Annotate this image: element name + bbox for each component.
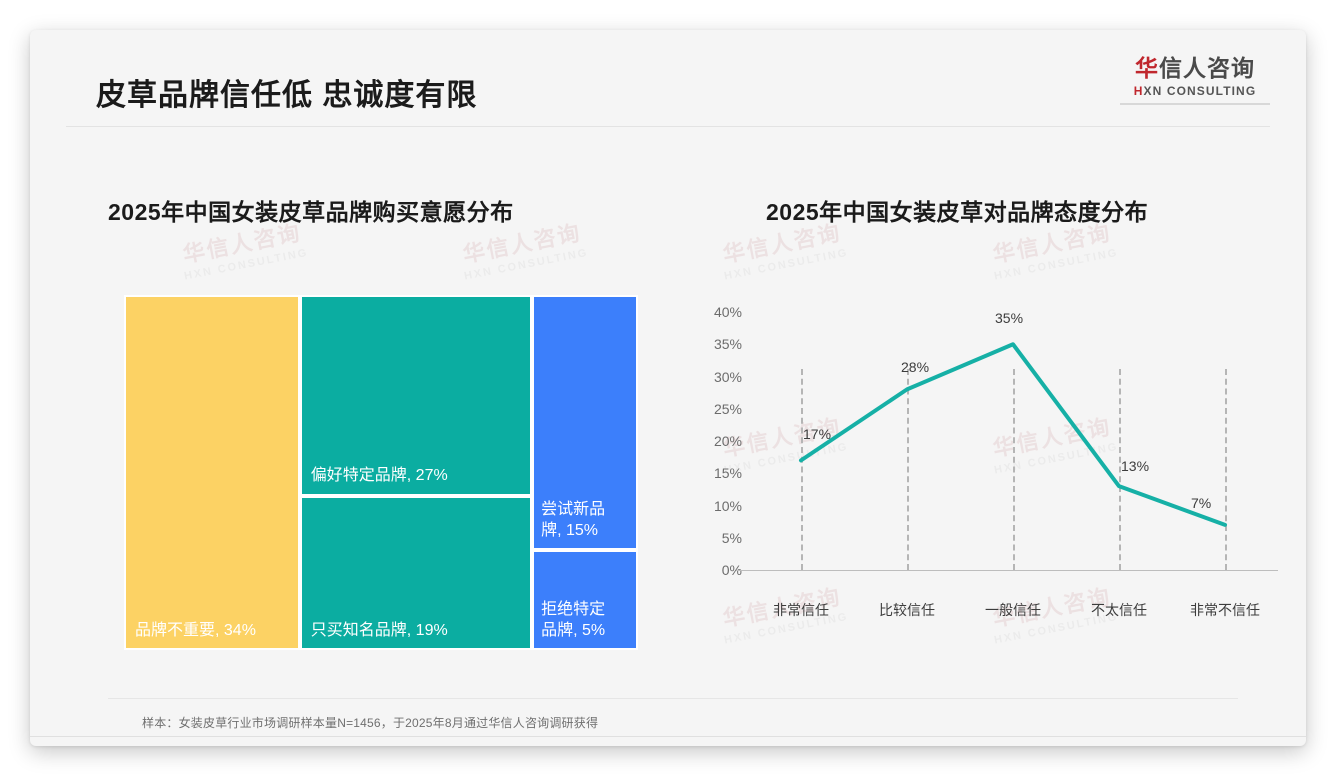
footer-divider xyxy=(30,736,1306,737)
slide: 皮草品牌信任低 忠诚度有限 华信人咨询 HXN CONSULTING 2025年… xyxy=(30,30,1306,746)
logo-accent-char: 华 xyxy=(1135,55,1159,81)
vertical-gridline xyxy=(1119,369,1121,570)
treemap-tile[interactable]: 尝试新品 牌, 15% xyxy=(532,295,638,550)
vertical-gridline xyxy=(1225,369,1227,570)
treemap-tile[interactable]: 偏好特定品牌, 27% xyxy=(299,295,533,496)
logo-chinese-rest: 信人咨询 xyxy=(1159,55,1255,81)
logo-underline xyxy=(1120,103,1270,106)
left-chart-title: 2025年中国女装皮草品牌购买意愿分布 xyxy=(108,199,514,225)
watermark-en: HXN CONSULTING xyxy=(183,246,310,283)
treemap-tile[interactable]: 只买知名品牌, 19% xyxy=(299,495,533,650)
y-axis-tick-label: 30% xyxy=(713,368,742,385)
logo-chinese-text: 华信人咨询 xyxy=(1120,55,1270,81)
x-axis-category-label: 非常不信任 xyxy=(1190,602,1260,618)
x-axis-line xyxy=(736,570,1278,571)
company-logo: 华信人咨询 HXN CONSULTING xyxy=(1120,55,1270,106)
data-point-value-label: 35% xyxy=(995,310,1024,327)
treemap-tile[interactable]: 拒绝特定 品牌, 5% xyxy=(532,549,638,650)
x-axis-category-label: 不太信任 xyxy=(1091,602,1147,618)
sample-footnote: 样本：女装皮草行业市场调研样本量N=1456，于2025年8月通过华信人咨询调研… xyxy=(142,716,599,730)
vertical-gridline xyxy=(801,369,803,570)
line-series-svg xyxy=(799,342,1227,527)
x-axis-category-label: 一般信任 xyxy=(985,602,1041,618)
logo-en-rest: XN CONSULTING xyxy=(1143,84,1257,99)
watermark-en: HXN CONSULTING xyxy=(993,246,1120,283)
line-chart-plot-area: 非常信任 比较信任 一般信任 不太信任 非常不信任 17% 28% 35% 13% 7% xyxy=(736,292,1278,622)
vertical-gridline xyxy=(907,369,909,570)
y-axis-tick-label: 5% xyxy=(721,529,742,546)
watermark-en: HXN CONSULTING xyxy=(723,246,850,283)
x-axis-category-label: 比较信任 xyxy=(879,602,935,618)
treemap-tile-label: 只买知名品牌, 19% xyxy=(310,621,448,639)
treemap-tile-label: 拒绝特定 品牌, 5% xyxy=(541,600,606,639)
treemap-tile-label: 品牌不重要, 34% xyxy=(135,621,256,639)
data-point-value-label: 17% xyxy=(803,426,832,443)
data-point-value-label: 7% xyxy=(1191,494,1212,511)
slide-header: 皮草品牌信任低 忠诚度有限 华信人咨询 HXN CONSULTING xyxy=(30,30,1306,127)
y-axis-tick-label: 35% xyxy=(713,336,742,353)
logo-english-text: HXN CONSULTING xyxy=(1120,84,1270,98)
watermark-en: HXN CONSULTING xyxy=(463,246,590,283)
treemap-tile-label: 尝试新品 牌, 15% xyxy=(541,500,606,539)
y-axis-tick-label: 40% xyxy=(713,304,742,320)
y-axis-tick-label: 20% xyxy=(713,433,742,449)
y-axis-tick-label: 15% xyxy=(713,465,742,482)
brand-attitude-line-chart: 0% 5% 10% 15% 20% 25% 30% 35% 40% 非常信任 比较信任 一般信任 不太… xyxy=(670,292,1280,622)
y-axis-tick-label: 10% xyxy=(713,497,742,514)
data-point-value-label: 13% xyxy=(1121,458,1150,475)
right-chart-title: 2025年中国女装皮草对品牌态度分布 xyxy=(766,199,1149,225)
header-divider xyxy=(66,126,1270,127)
treemap-tile-label: 偏好特定品牌, 27% xyxy=(310,467,448,485)
data-point-value-label: 28% xyxy=(901,359,930,376)
x-axis-category-label: 非常信任 xyxy=(773,602,829,618)
y-axis-ticks: 0% 5% 10% 15% 20% 25% 30% 35% 40% xyxy=(690,292,742,622)
treemap-tile[interactable]: 品牌不重要, 34% xyxy=(124,295,300,650)
y-axis-tick-label: 0% xyxy=(721,562,742,578)
trend-line xyxy=(799,342,1227,527)
logo-en-accent: H xyxy=(1133,84,1144,99)
vertical-gridline xyxy=(1013,369,1015,570)
footnote-divider xyxy=(108,698,1238,699)
y-axis-tick-label: 25% xyxy=(713,400,742,417)
page-title: 皮草品牌信任低 忠诚度有限 xyxy=(96,79,478,112)
purchase-intent-treemap: 品牌不重要, 34% 偏好特定品牌, 27% 只买知名品牌, 19% 尝试新品 牌, … xyxy=(124,295,638,650)
